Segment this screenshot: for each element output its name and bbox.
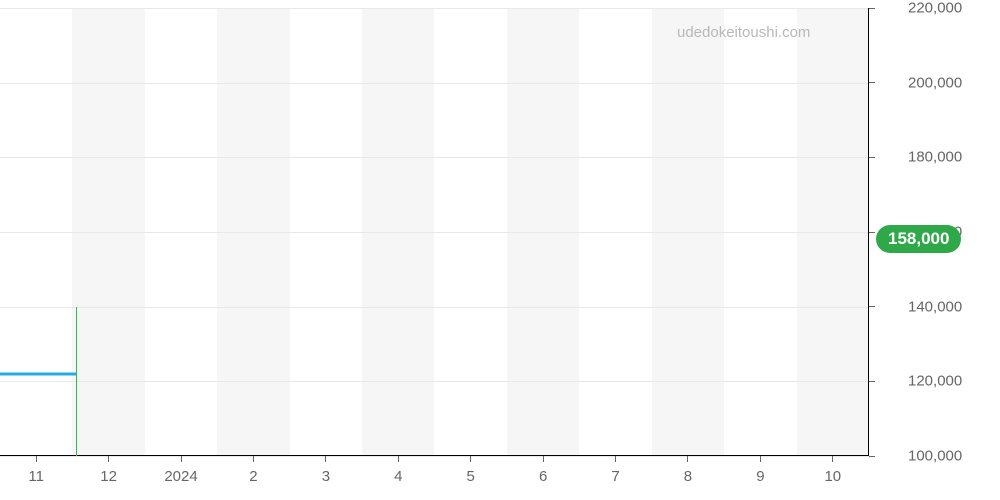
x-axis-label: 2024 [164, 468, 197, 500]
x-axis-label: 9 [756, 468, 764, 500]
x-axis-label: 5 [467, 468, 475, 500]
price-chart: 100,000120,000140,000160,000180,000200,0… [0, 0, 1000, 500]
y-tick-mark [869, 456, 875, 457]
x-tick-mark [108, 456, 109, 462]
y-axis-label: 140,000 [908, 298, 1000, 315]
y-tick-mark [869, 232, 875, 233]
y-tick-mark [869, 306, 875, 307]
x-tick-mark [325, 456, 326, 462]
x-axis-label: 11 [28, 468, 44, 500]
x-axis-label: 4 [394, 468, 402, 500]
x-axis-label: 2 [249, 468, 257, 500]
x-tick-mark [253, 456, 254, 462]
x-axis-label: 10 [824, 468, 841, 500]
gridline-horizontal [0, 456, 869, 457]
y-tick-mark [869, 8, 875, 9]
x-axis-label: 6 [539, 468, 547, 500]
y-axis-label: 180,000 [908, 149, 1000, 166]
x-tick-mark [543, 456, 544, 462]
current-price-badge: 158,000 [876, 225, 961, 253]
gridline-horizontal [0, 381, 869, 382]
y-axis-label: 200,000 [908, 74, 1000, 91]
gridline-horizontal [0, 307, 869, 308]
gridline-horizontal [0, 8, 869, 9]
x-tick-mark [470, 456, 471, 462]
y-axis-label: 220,000 [908, 0, 1000, 17]
x-axis-label: 12 [100, 468, 117, 500]
x-axis-line [0, 455, 869, 456]
watermark-text: udedokeitoushi.com [677, 24, 810, 41]
y-axis-label: 120,000 [908, 373, 1000, 390]
x-tick-mark [181, 456, 182, 462]
x-tick-mark [687, 456, 688, 462]
x-axis-label: 3 [322, 468, 330, 500]
y-axis-label: 100,000 [908, 448, 1000, 465]
x-axis-label: 7 [611, 468, 619, 500]
x-tick-mark [398, 456, 399, 462]
y-tick-mark [869, 157, 875, 158]
x-axis-label: 8 [684, 468, 692, 500]
price-line-segment [0, 372, 76, 375]
y-tick-mark [869, 82, 875, 83]
x-tick-mark [760, 456, 761, 462]
x-tick-mark [832, 456, 833, 462]
gridline-horizontal [0, 157, 869, 158]
x-tick-mark [615, 456, 616, 462]
plot-area [0, 8, 869, 456]
gridline-horizontal [0, 83, 869, 84]
x-tick-mark [36, 456, 37, 462]
range-bar [76, 307, 77, 456]
gridline-horizontal [0, 232, 869, 233]
y-tick-mark [869, 381, 875, 382]
